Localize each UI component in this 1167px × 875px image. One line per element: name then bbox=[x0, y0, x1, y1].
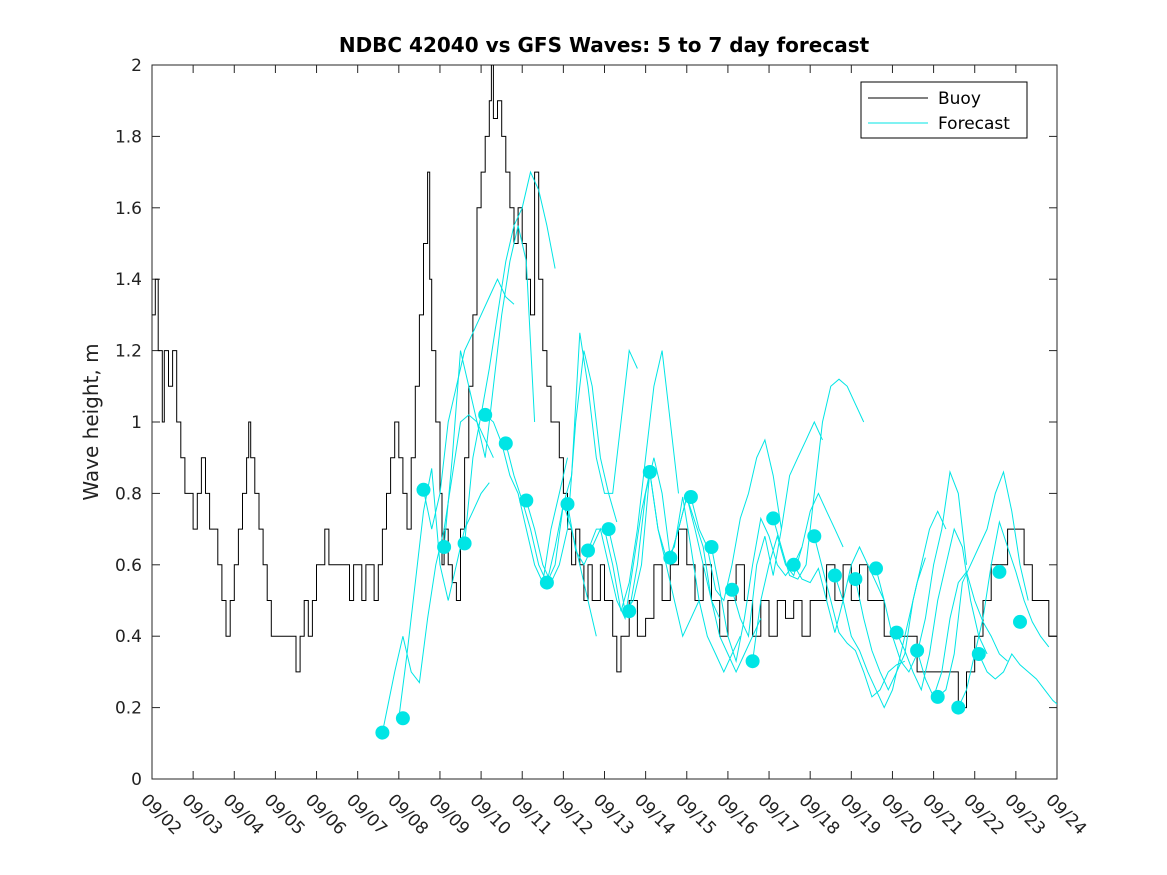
chart-title: NDBC 42040 vs GFS Waves: 5 to 7 day fore… bbox=[339, 33, 870, 57]
forecast-point-marker bbox=[642, 465, 657, 479]
x-tick-label: 09/08 bbox=[383, 790, 432, 839]
forecast-series-line-14 bbox=[649, 471, 741, 674]
x-tick-label: 09/14 bbox=[630, 790, 679, 839]
forecast-point-marker bbox=[910, 643, 925, 658]
legend-forecast-label: Forecast bbox=[938, 114, 1010, 134]
forecast-point-marker bbox=[1013, 614, 1027, 629]
forecast-point-marker bbox=[745, 654, 760, 669]
forecast-series-line-26 bbox=[896, 527, 988, 692]
forecast-point-marker bbox=[827, 568, 842, 583]
forecast-series-line-28 bbox=[937, 470, 1029, 698]
y-tick-label: 0.6 bbox=[115, 556, 142, 576]
x-tick-label: 09/22 bbox=[959, 790, 1008, 839]
forecast-point-marker bbox=[437, 540, 452, 554]
forecast-point-marker bbox=[869, 561, 883, 576]
forecast-point-marker bbox=[622, 604, 637, 619]
y-tick-label: 1.8 bbox=[115, 127, 142, 147]
x-tick-label: 09/21 bbox=[918, 790, 967, 839]
forecast-point-marker bbox=[416, 482, 431, 497]
x-tick-label: 09/04 bbox=[219, 790, 268, 839]
forecast-point-marker bbox=[848, 572, 863, 587]
plot-frame bbox=[151, 64, 1058, 780]
forecast-point-marker bbox=[807, 529, 822, 544]
y-tick-label: 2 bbox=[131, 56, 142, 76]
forecast-point-marker bbox=[951, 700, 966, 715]
y-tick-label: 0.2 bbox=[115, 699, 142, 719]
forecast-point-marker bbox=[539, 575, 554, 590]
legend-box bbox=[860, 81, 1028, 139]
y-tick-label: 1.4 bbox=[115, 270, 142, 290]
y-axis-label: Wave height, m bbox=[79, 343, 103, 500]
x-tick-label: 09/23 bbox=[1000, 790, 1049, 839]
x-tick-label: 09/05 bbox=[260, 790, 309, 839]
forecast-point-marker bbox=[519, 493, 534, 508]
forecast-series-line-18 bbox=[731, 420, 823, 639]
x-tick-label: 09/15 bbox=[671, 790, 720, 839]
x-tick-label: 09/03 bbox=[178, 790, 227, 839]
forecast-point-marker bbox=[683, 490, 698, 504]
forecast-series-line-29 bbox=[957, 520, 1050, 708]
forecast-point-marker bbox=[663, 550, 678, 565]
forecast-series-line-23 bbox=[834, 557, 926, 709]
forecast-series-line-10 bbox=[567, 471, 651, 621]
forecast-series-line-30 bbox=[978, 653, 1057, 705]
forecast-point-marker bbox=[786, 557, 801, 572]
forecast-series-line-15 bbox=[669, 495, 762, 674]
x-tick-label: 09/13 bbox=[589, 790, 638, 839]
y-tick-label: 1.6 bbox=[115, 199, 142, 219]
forecast-point-marker bbox=[457, 536, 472, 551]
x-tick-label: 09/19 bbox=[836, 790, 885, 839]
y-tick-label: 0.4 bbox=[115, 627, 142, 647]
x-tick-label: 09/10 bbox=[466, 790, 515, 839]
x-tick-label: 09/11 bbox=[507, 790, 556, 839]
x-tick-label: 09/06 bbox=[301, 790, 350, 839]
x-tick-label: 09/07 bbox=[342, 790, 391, 839]
forecast-point-marker bbox=[704, 540, 719, 554]
forecast-point-marker bbox=[498, 436, 513, 451]
forecast-point-marker bbox=[601, 522, 616, 537]
forecast-point-marker bbox=[375, 725, 390, 740]
plot-area: 00.20.40.60.811.21.41.61.8209/0209/0309/… bbox=[115, 56, 1090, 839]
forecast-point-marker bbox=[766, 511, 781, 526]
y-tick-label: 0 bbox=[131, 770, 142, 790]
forecast-series-line-20 bbox=[772, 378, 865, 580]
forecast-series-line-24 bbox=[854, 510, 947, 691]
forecast-point-marker bbox=[560, 497, 575, 512]
forecast-series-line-9 bbox=[546, 332, 638, 583]
x-tick-label: 09/18 bbox=[795, 790, 844, 839]
buoy-series-line bbox=[152, 65, 1057, 709]
forecast-series-line-4 bbox=[443, 225, 536, 548]
x-tick-label: 09/16 bbox=[712, 790, 761, 839]
x-tick-label: 09/24 bbox=[1041, 790, 1090, 839]
forecast-point-marker bbox=[725, 582, 739, 597]
x-tick-label: 09/02 bbox=[136, 790, 185, 839]
x-tick-label: 09/12 bbox=[548, 790, 597, 839]
forecast-series-line-2 bbox=[398, 468, 490, 719]
forecast-point-marker bbox=[930, 689, 945, 704]
y-tick-label: 1 bbox=[131, 413, 142, 433]
forecast-point-marker bbox=[889, 625, 904, 640]
forecast-point-marker bbox=[992, 564, 1007, 579]
legend-buoy-label: Buoy bbox=[938, 89, 981, 109]
x-tick-label: 09/17 bbox=[754, 790, 803, 839]
forecast-point-marker bbox=[478, 407, 493, 422]
forecast-point-marker bbox=[971, 647, 986, 661]
y-tick-label: 1.2 bbox=[115, 342, 142, 362]
y-tick-label: 0.8 bbox=[115, 484, 142, 504]
forecast-point-marker bbox=[581, 543, 595, 558]
x-tick-label: 09/20 bbox=[877, 790, 926, 839]
forecast-series-line-5 bbox=[464, 170, 556, 544]
forecast-point-marker bbox=[395, 711, 410, 726]
forecast-series-line-17 bbox=[711, 516, 803, 664]
legend: Buoy Forecast bbox=[860, 81, 1028, 139]
x-tick-label: 09/09 bbox=[424, 790, 473, 839]
forecast-series-line-22 bbox=[813, 536, 906, 698]
forecast-series-line-6 bbox=[484, 414, 568, 585]
forecast-series-line-3 bbox=[423, 278, 515, 530]
